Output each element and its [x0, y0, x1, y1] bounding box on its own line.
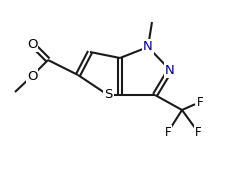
Text: F: F [165, 126, 171, 139]
Text: F: F [195, 126, 201, 139]
Text: F: F [197, 96, 203, 109]
Text: N: N [143, 40, 153, 53]
Text: O: O [27, 38, 37, 51]
Text: S: S [104, 89, 112, 102]
Text: O: O [27, 70, 37, 83]
Text: N: N [165, 64, 175, 76]
